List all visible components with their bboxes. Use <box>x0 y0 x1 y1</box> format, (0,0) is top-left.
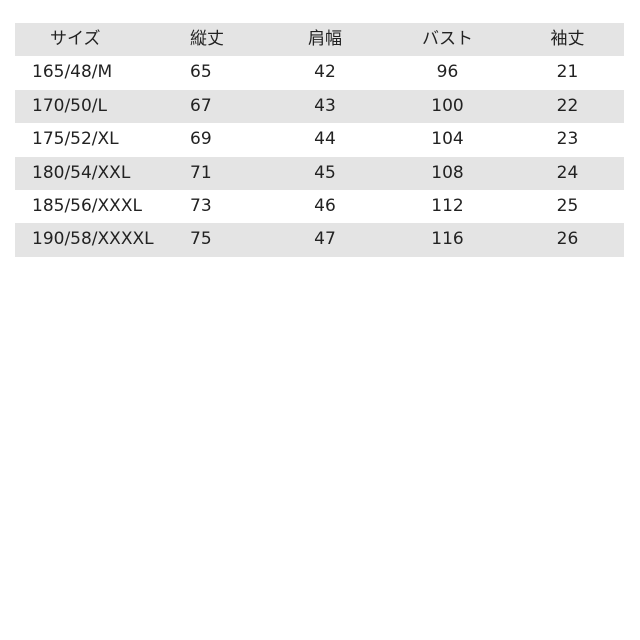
cell-shoulder: 47 <box>314 229 336 250</box>
table-row: 185/56/XXXL 73 46 112 25 <box>15 190 624 223</box>
cell-size: 165/48/M <box>32 62 113 83</box>
cell-bust: 104 <box>431 129 464 150</box>
cell-shoulder: 42 <box>314 62 336 83</box>
header-bust: バスト <box>422 29 473 49</box>
table-row: 180/54/XXL 71 45 108 24 <box>15 156 624 190</box>
cell-sleeve: 26 <box>556 229 579 250</box>
cell-size: 175/52/XL <box>32 129 119 150</box>
cell-length: 73 <box>190 195 212 216</box>
cell-sleeve: 22 <box>556 95 579 116</box>
header-size: サイズ <box>50 29 101 49</box>
cell-length: 65 <box>190 62 212 83</box>
cell-length: 67 <box>190 95 212 116</box>
table-row: 190/58/XXXXL 75 47 116 26 <box>15 223 624 257</box>
cell-bust: 96 <box>436 62 459 83</box>
cell-shoulder: 46 <box>314 195 336 216</box>
table-row: 175/52/XL 69 44 104 23 <box>15 123 624 156</box>
cell-length: 69 <box>190 129 212 150</box>
cell-sleeve: 21 <box>556 62 579 83</box>
cell-bust: 116 <box>431 229 464 250</box>
cell-size: 180/54/XXL <box>32 162 131 183</box>
cell-length: 71 <box>190 162 212 183</box>
size-chart-table: サイズ 縦丈 肩幅 バスト 袖丈 165/48/M 65 42 96 21 170/50/… <box>15 23 624 257</box>
cell-sleeve: 25 <box>556 195 579 216</box>
cell-shoulder: 44 <box>314 129 336 150</box>
cell-size: 190/58/XXXXL <box>32 229 154 250</box>
table-header-row: サイズ 縦丈 肩幅 バスト 袖丈 <box>15 23 624 57</box>
cell-shoulder: 43 <box>314 95 336 116</box>
cell-sleeve: 23 <box>556 129 579 150</box>
cell-bust: 108 <box>431 162 464 183</box>
header-length: 縦丈 <box>190 29 224 49</box>
cell-size: 185/56/XXXL <box>32 195 142 216</box>
cell-shoulder: 45 <box>314 162 336 183</box>
table-row: 165/48/M 65 42 96 21 <box>15 56 624 89</box>
header-shoulder: 肩幅 <box>308 29 342 49</box>
header-sleeve: 袖丈 <box>550 29 585 49</box>
cell-sleeve: 24 <box>556 162 579 183</box>
cell-length: 75 <box>190 229 212 250</box>
cell-bust: 100 <box>431 95 464 116</box>
cell-bust: 112 <box>431 195 464 216</box>
table-row: 170/50/L 67 43 100 22 <box>15 89 624 124</box>
cell-size: 170/50/L <box>32 95 108 116</box>
